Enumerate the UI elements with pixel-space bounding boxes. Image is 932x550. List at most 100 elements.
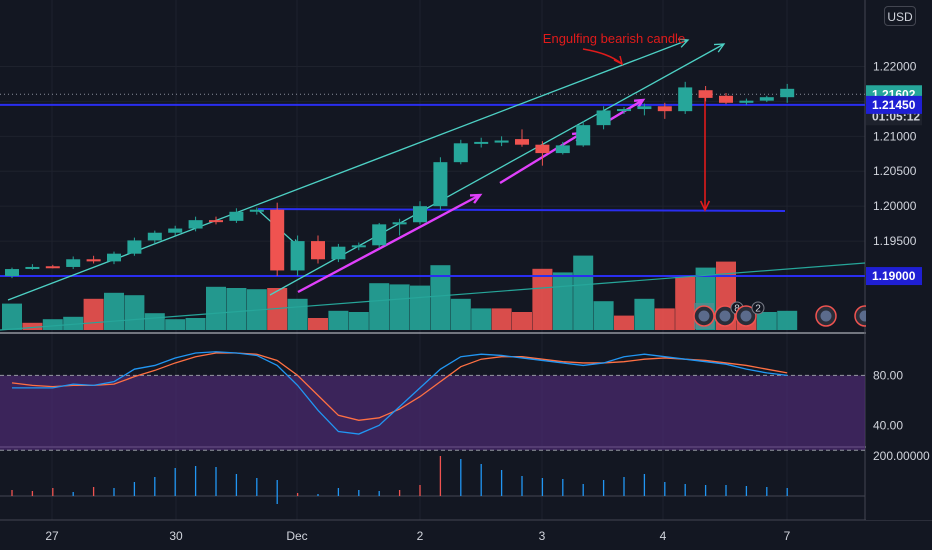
candle[interactable] [494,136,509,147]
candle[interactable] [453,139,468,165]
candle[interactable] [780,83,795,103]
price-badge-label: 1.21450 [872,98,916,112]
candle[interactable] [45,264,60,269]
candle[interactable] [576,120,591,147]
event-badge[interactable]: 2 [735,301,765,327]
candle-body [555,145,570,154]
stochastic-lines [11,351,788,435]
candlesticks[interactable] [5,81,795,279]
candle-body [311,241,325,260]
candle-body [494,140,509,143]
stochastic-k-line [12,351,788,435]
stochastic-tick-label: 80.00 [873,368,903,382]
candle[interactable] [147,230,162,244]
candle[interactable] [719,93,733,105]
candle-body [351,245,366,248]
candle-body [5,269,19,277]
volume-bar [63,316,84,330]
oscillator-tick-label: 200.00000 [873,449,930,463]
volume-bar [226,288,247,330]
candle-body [392,222,407,225]
price-badge[interactable]: 1.21450 [866,95,922,114]
price-tick-label: 1.19500 [873,234,917,248]
impulse-arrow-1 [297,193,481,294]
candle-body [576,125,591,146]
candle[interactable] [229,208,244,223]
currency-button[interactable]: USD [884,6,916,26]
volume-bar [593,301,614,330]
candle[interactable] [555,141,570,155]
price-tick-label: 1.22000 [873,59,917,73]
candle-body [433,162,448,207]
candle[interactable] [270,202,285,277]
event-badge[interactable] [693,305,715,327]
event-badge-icon [740,310,752,322]
event-badge-icon [820,310,832,322]
candle[interactable] [433,157,448,211]
candle-body [107,253,121,262]
candle[interactable] [596,106,611,130]
candle[interactable] [25,264,40,270]
candle[interactable] [66,256,81,270]
candle[interactable] [739,98,754,105]
candle[interactable] [331,243,346,263]
candle[interactable] [678,81,693,114]
stochastic-d-line [11,352,788,421]
candle-body [229,211,244,221]
candle-body [474,141,489,144]
price-axis[interactable]: 1.220001.215001.210001.205001.200001.195… [866,0,932,520]
horizontal-lines [0,103,865,278]
candle-body [719,95,733,103]
candle[interactable] [5,267,19,279]
event-badge-icon [698,310,710,322]
candle[interactable] [351,242,366,251]
event-badge[interactable] [815,305,837,327]
channel-lower-line-head [713,43,726,53]
target-arrow-head [699,200,711,212]
candle-body [780,88,795,98]
candle[interactable] [617,106,631,114]
candle-body [290,241,305,271]
volume-bar [614,315,634,330]
volume-bar [491,308,512,330]
candle-body [66,259,81,267]
candle[interactable] [698,86,713,102]
candle[interactable] [372,222,387,249]
volume-bar [308,318,328,330]
time-axis[interactable]: 27 30 Dec 2 3 4 7 [45,529,790,543]
volume-bar [552,272,573,330]
candle[interactable] [657,102,672,119]
candle[interactable] [107,251,121,265]
candle[interactable] [209,216,223,225]
volume-bar [777,310,798,330]
candle[interactable] [188,216,203,232]
candle[interactable] [249,207,264,215]
price-tick-label: 1.20000 [873,199,917,213]
price-badge-bg [866,267,922,286]
price-tick-label: 1.21000 [873,129,917,143]
candle-body [270,209,285,271]
candle[interactable] [127,237,142,256]
candle[interactable] [759,95,774,103]
candle[interactable] [535,141,550,166]
volume-bar [144,313,165,330]
candle[interactable] [86,255,101,264]
candle-body [372,224,387,246]
candle[interactable] [168,225,183,236]
volume-bar [165,319,186,330]
price-badge[interactable]: 1.19000 [866,267,922,286]
candle[interactable] [515,129,529,147]
candle[interactable] [637,103,652,116]
candle[interactable] [413,201,427,225]
overbought-oversold-band [0,375,865,451]
oscillator-bars [0,456,865,504]
channel-lower-line [269,43,725,296]
candle[interactable] [311,235,325,264]
candle[interactable] [474,137,489,148]
candle[interactable] [290,235,305,277]
candle[interactable] [392,218,407,236]
time-tick-label: 4 [660,529,667,543]
